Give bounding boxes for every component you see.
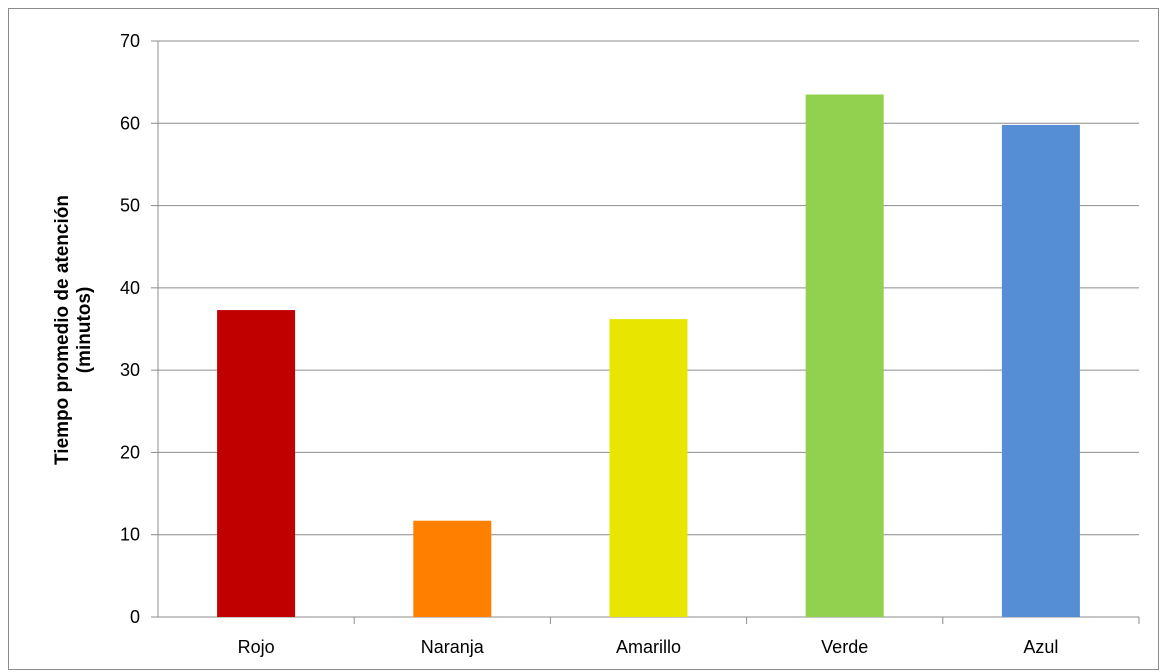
x-tick-label-amarillo: Amarillo [616, 637, 681, 657]
x-tick-label-naranja: Naranja [421, 637, 485, 657]
x-tick-label-azul: Azul [1023, 637, 1058, 657]
y-tick-label: 30 [120, 360, 140, 380]
y-axis-title: Tiempo promedio de atención (minutos) [52, 195, 95, 465]
y-tick-label: 10 [120, 525, 140, 545]
y-tick-label: 20 [120, 442, 140, 462]
chart-frame [8, 8, 1159, 670]
y-tick-label: 50 [120, 196, 140, 216]
bar-rojo [217, 310, 296, 617]
x-tick-labels: Rojo Naranja Amarillo Verde Azul [238, 617, 1140, 657]
y-tick-label: 60 [120, 113, 140, 133]
bar-amarillo [609, 319, 688, 617]
y-axis-title-line-1: Tiempo promedio de atención [52, 195, 73, 465]
x-tick-label-rojo: Rojo [238, 637, 275, 657]
y-tick-label: 0 [130, 607, 140, 627]
bar-azul [1001, 124, 1080, 617]
y-axis-title-line-2: (minutos) [74, 287, 95, 374]
y-tick-labels: 0 10 20 30 40 50 60 70 [120, 31, 140, 627]
x-tick-label-verde: Verde [821, 637, 868, 657]
bars [217, 94, 1080, 617]
y-tick-label: 70 [120, 31, 140, 51]
bar-naranja [413, 520, 492, 617]
bar-verde [805, 94, 884, 617]
y-tick-label: 40 [120, 278, 140, 298]
